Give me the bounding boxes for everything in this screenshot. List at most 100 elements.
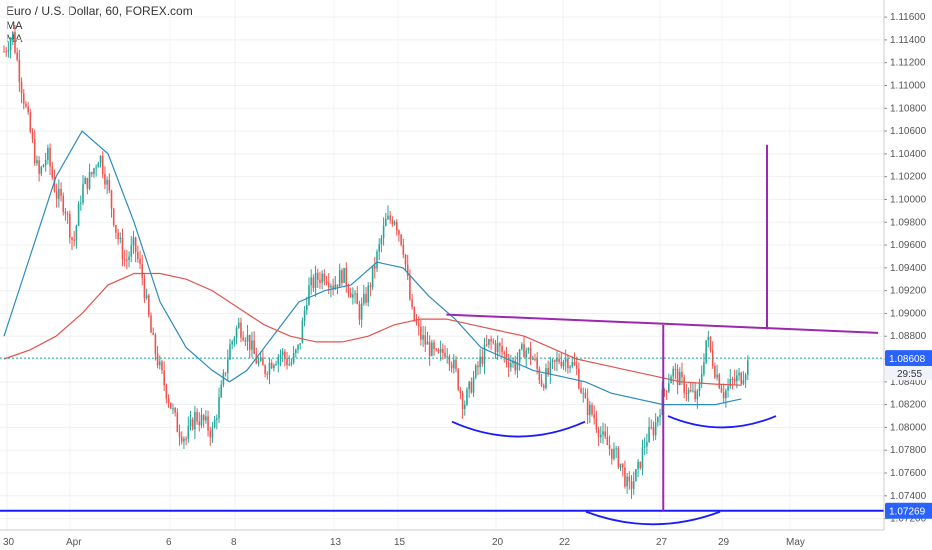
y-tick-label: 1.08000 [890,422,927,433]
candle-down [461,393,464,410]
candle-down [499,343,501,347]
ma-legend-1[interactable]: MA [6,20,23,32]
candle-up [452,359,455,369]
candle-up [518,349,521,363]
candle-up [58,188,60,199]
candle-down [369,285,372,287]
candle-up [257,360,260,364]
candle-up [277,357,280,365]
candle-up [525,350,527,358]
y-tick-label: 1.07400 [890,491,927,502]
candle-down [514,360,517,371]
candle-down [591,404,593,415]
candle-up [521,344,523,350]
candle-up [303,310,306,321]
x-tick-label: 20 [492,537,504,548]
candle-up [479,356,481,368]
candle-up [128,256,130,261]
candle-down [3,51,5,53]
candle-down [73,239,76,241]
y-tick-label: 1.07200 [890,514,927,525]
candle-down [505,354,508,362]
candle-up [216,418,218,420]
candle-down [628,476,631,482]
countdown-badge [885,366,932,381]
candle-down [720,388,723,393]
candle-up [703,362,705,375]
candle-up [77,203,80,226]
candle-up [582,392,585,394]
candle-up [11,31,14,40]
candle-up [466,389,468,405]
candle-up [75,225,78,241]
candle-down [284,351,286,359]
candle-down [62,195,65,212]
candle-up [338,270,341,287]
candle-up [275,364,277,366]
candle-down [584,392,587,399]
y-tick-label: 1.11600 [890,12,926,23]
candle-up [189,419,192,427]
y-tick-label: 1.07600 [890,468,927,479]
candle-down [115,225,117,233]
candle-down [349,292,352,298]
candle-down [240,322,242,338]
candle-up [93,168,95,175]
candle-up [426,341,429,345]
candle-up [213,419,216,428]
candle-down [29,112,32,132]
candle-down [650,427,653,429]
candle-up [218,397,220,419]
candle-down [406,264,409,276]
candle-down [33,139,36,164]
candle-up [698,382,701,392]
candle-down [490,339,492,342]
candle-up [551,360,554,362]
candle-up [615,448,617,450]
candle-down [312,277,315,289]
candle-down [597,429,600,438]
candle-up [222,372,225,385]
candle-down [163,370,165,386]
candle-up [295,349,297,353]
candle-down [694,390,696,400]
candle-down [55,191,58,199]
candle-down [178,431,181,437]
y-tick-label: 1.09600 [890,240,927,251]
candle-up [668,383,670,392]
candle-down [180,436,183,442]
candle-down [60,188,62,196]
candle-down [38,160,40,174]
candle-up [301,320,304,344]
candle-down [580,388,582,393]
x-tick-label: 13 [330,537,342,548]
candle-up [158,361,161,366]
candle-up [463,404,466,410]
candle-down [578,368,580,389]
candle-down [154,334,157,354]
candle-down [714,366,716,378]
candle-up [659,414,661,418]
candle-up [382,225,385,239]
support-badge [885,502,932,519]
candle-down [117,232,119,240]
candle-up [310,277,312,286]
y-tick-label: 1.10600 [890,126,927,137]
candle-up [231,341,233,345]
candle-down [347,286,350,293]
candle-up [692,390,694,392]
candle-down [137,252,139,259]
candle-down [610,448,613,459]
candle-down [398,230,400,235]
candle-up [314,272,317,289]
candle-down [547,367,549,374]
candle-down [733,379,736,382]
candle-up [393,221,396,225]
candle-up [187,426,190,439]
candle-down [560,361,563,367]
grid [0,0,884,530]
candle-down [722,392,725,399]
candle-down [345,267,348,287]
left-shoulder-arc [451,420,586,438]
